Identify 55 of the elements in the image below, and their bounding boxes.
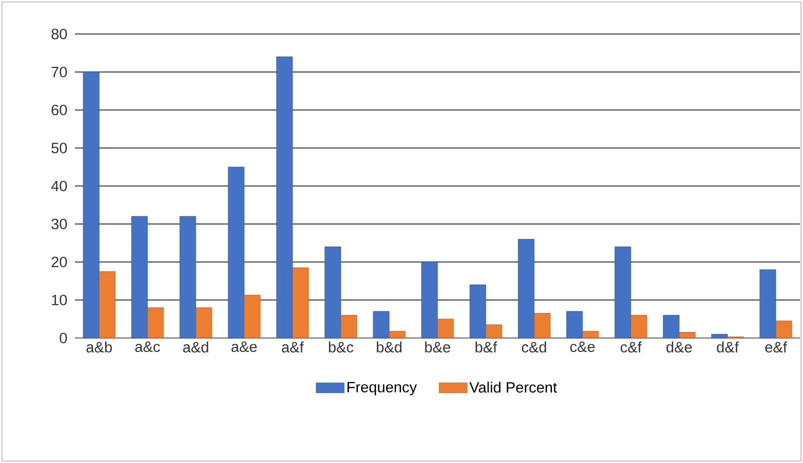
y-tick-label: 30 [51,218,67,230]
bar [711,334,728,338]
legend-label: Valid Percent [469,382,557,393]
bar [276,56,293,338]
bar [518,238,534,338]
x-tick-label: c&d [522,342,546,352]
bar [82,72,100,338]
bar [98,271,116,338]
bar [776,320,792,338]
bar [180,216,196,338]
y-tick-label: 40 [51,180,67,192]
x-tick-label: b&c [328,342,354,352]
x-tick-label: d&f [716,342,739,352]
x-tick-label: a&e [232,342,257,352]
bar [630,314,648,338]
bar [340,314,358,338]
y-tick-label: 60 [52,104,67,116]
bar [566,311,583,338]
y-tick-label: 70 [52,66,67,78]
x-tick-label: b&e [425,342,450,352]
bar [421,262,438,338]
x-tick-label: d&e [666,342,692,352]
bar [760,269,776,338]
y-tick-label: 50 [51,142,67,154]
bar [486,324,502,338]
bar [228,166,244,338]
x-tick-label: b&f [476,342,498,352]
bar [470,284,486,338]
x-tick-label: a&c [135,342,160,352]
x-tick-label: c&e [570,342,595,352]
bar [196,307,212,338]
bar [372,311,390,338]
bar [582,330,599,338]
bar [437,318,454,338]
bar [131,216,148,338]
y-tick-label: 80 [52,28,67,40]
bar [324,246,342,338]
bar [147,307,164,338]
bar [662,314,680,338]
bar [244,294,260,338]
x-tick-label: c&f [620,342,642,352]
legend-label: Frequency [348,382,417,396]
x-tick-label: a&f [282,342,304,352]
bar [614,246,632,338]
y-tick-label: 10 [52,294,67,306]
x-tick-label: e&f [765,342,788,352]
bar [534,313,550,338]
bar [292,267,309,338]
x-tick-label: a&b [86,342,112,352]
x-tick-label: a&d [183,342,208,352]
bar [388,330,406,338]
y-tick-label: 0 [60,332,67,344]
y-tick-label: 20 [52,256,67,268]
x-tick-label: b&d [376,342,402,352]
bar [678,332,696,338]
